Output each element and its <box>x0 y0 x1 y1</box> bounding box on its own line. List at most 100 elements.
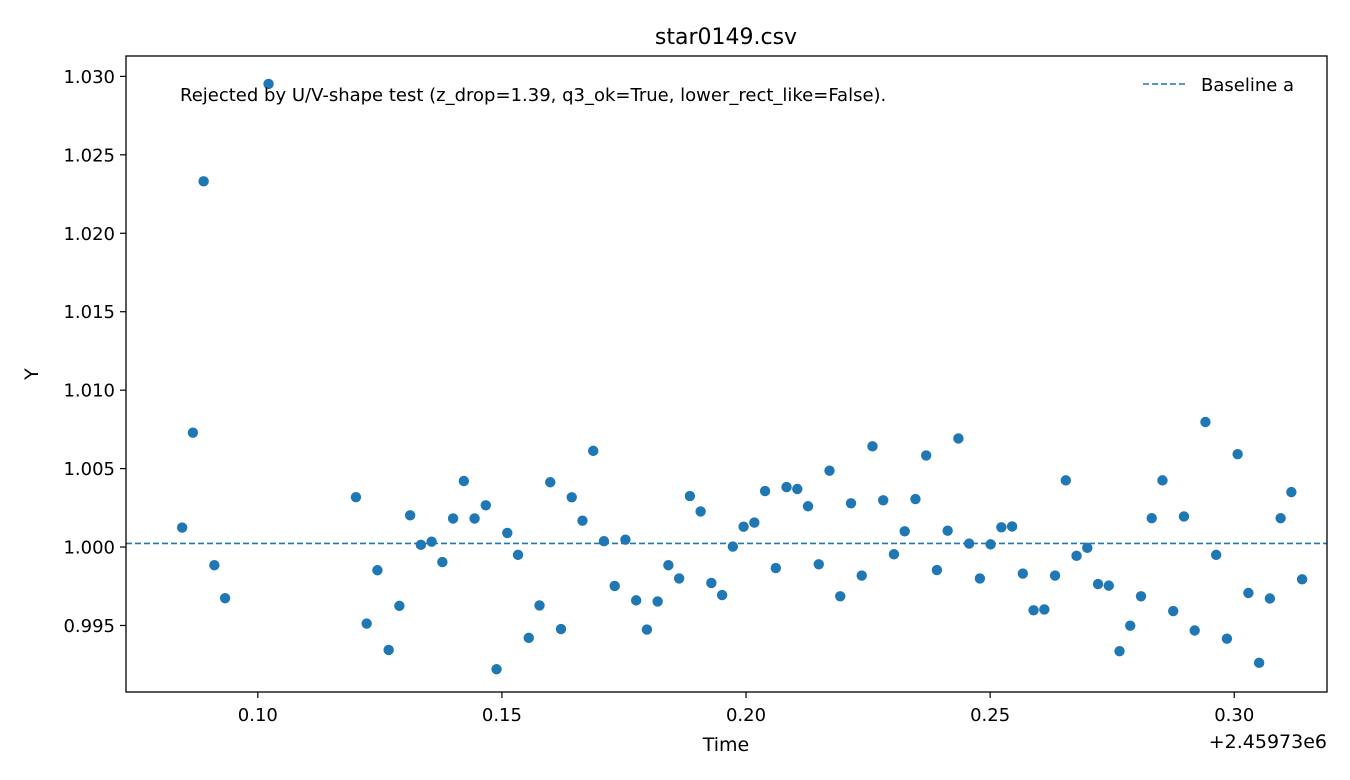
data-point <box>835 591 846 602</box>
data-point <box>1286 486 1297 498</box>
data-point <box>447 513 459 524</box>
data-point <box>899 526 910 537</box>
data-point <box>1071 550 1082 562</box>
data-point <box>350 491 362 503</box>
plot-frame <box>125 55 1328 693</box>
data-point <box>1060 475 1072 486</box>
data-point <box>867 441 878 452</box>
data-point <box>963 538 975 549</box>
data-point <box>1168 605 1179 617</box>
data-point <box>609 580 620 592</box>
data-point <box>426 536 437 547</box>
data-point <box>1135 591 1147 602</box>
data-point <box>684 490 696 502</box>
data-point <box>942 525 953 536</box>
data-point <box>1017 568 1029 579</box>
data-point <box>931 564 943 576</box>
data-point <box>176 522 188 533</box>
data-point <box>630 595 642 606</box>
data-point <box>1157 475 1168 486</box>
x-axis-ticks: 0.10 0.15 0.20 0.25 0.30 <box>238 692 1254 726</box>
data-point <box>652 596 663 607</box>
y-tick-label: 1.025 <box>63 145 115 166</box>
data-point <box>480 500 492 511</box>
data-point <box>888 549 900 560</box>
data-point <box>512 549 524 561</box>
data-point <box>1092 578 1104 590</box>
data-point <box>716 589 728 601</box>
rejection-annotation: Rejected by U/V-shape test (z_drop=1.39,… <box>180 85 886 106</box>
data-point <box>469 513 480 524</box>
data-point <box>770 562 782 574</box>
legend: Baseline a <box>1143 75 1294 96</box>
data-point <box>555 623 567 635</box>
data-point <box>1243 587 1254 599</box>
data-point <box>727 541 739 552</box>
data-point <box>1264 593 1276 604</box>
data-point <box>1253 657 1265 669</box>
data-point <box>534 600 545 611</box>
x-tick-label: 0.10 <box>238 705 278 726</box>
data-point <box>209 560 220 571</box>
data-point <box>588 445 599 457</box>
data-point <box>394 600 405 612</box>
y-tick-label: 1.000 <box>63 538 115 559</box>
data-point <box>1146 512 1157 524</box>
data-point <box>996 522 1007 533</box>
data-point <box>523 632 534 644</box>
data-point <box>673 573 685 584</box>
data-point <box>878 495 889 506</box>
data-point <box>1275 512 1286 524</box>
data-point <box>706 577 717 589</box>
data-point <box>813 559 824 570</box>
data-point <box>1232 448 1243 460</box>
y-tick-label: 1.020 <box>63 224 115 245</box>
data-point <box>620 534 631 545</box>
data-point <box>437 556 448 568</box>
x-tick-label: 0.20 <box>726 705 766 726</box>
y-tick-label: 1.005 <box>63 459 115 480</box>
data-point <box>372 565 383 576</box>
data-point <box>219 592 231 604</box>
data-point <box>361 618 372 629</box>
data-point <box>263 78 274 90</box>
x-axis-offset-label: +2.45973e6 <box>1209 731 1327 753</box>
data-point <box>1296 574 1308 585</box>
y-axis-label: Y <box>21 368 43 381</box>
y-tick-label: 0.995 <box>63 616 115 637</box>
y-tick-label: 1.010 <box>63 381 115 402</box>
data-point <box>1039 604 1050 615</box>
data-point <box>910 493 921 505</box>
data-point <box>953 433 964 444</box>
data-point <box>985 539 996 550</box>
data-point <box>802 501 814 512</box>
data-point <box>545 477 556 488</box>
data-point <box>856 570 867 581</box>
y-axis-ticks: 0.995 1.000 1.005 1.010 1.015 1.020 1.025 1.030 <box>63 67 126 637</box>
data-point <box>502 527 513 539</box>
data-point <box>920 450 932 461</box>
data-point <box>1006 521 1018 532</box>
data-points <box>176 78 1308 675</box>
data-point <box>1210 549 1222 561</box>
x-tick-label: 0.15 <box>482 705 522 726</box>
data-point <box>1082 542 1093 554</box>
data-point <box>1189 625 1200 636</box>
data-point <box>1114 646 1125 657</box>
data-point <box>1049 570 1061 581</box>
chart-title: star0149.csv <box>655 25 797 50</box>
data-point <box>1178 511 1190 522</box>
data-point <box>1103 580 1114 591</box>
data-point <box>1221 633 1233 644</box>
y-tick-label: 1.030 <box>63 67 115 88</box>
data-point <box>738 521 749 532</box>
data-point <box>1200 416 1211 428</box>
data-point <box>792 483 803 495</box>
data-point <box>415 539 427 551</box>
data-point <box>404 510 416 521</box>
data-point <box>198 176 209 187</box>
x-tick-label: 0.30 <box>1214 705 1254 726</box>
data-point <box>663 560 674 571</box>
